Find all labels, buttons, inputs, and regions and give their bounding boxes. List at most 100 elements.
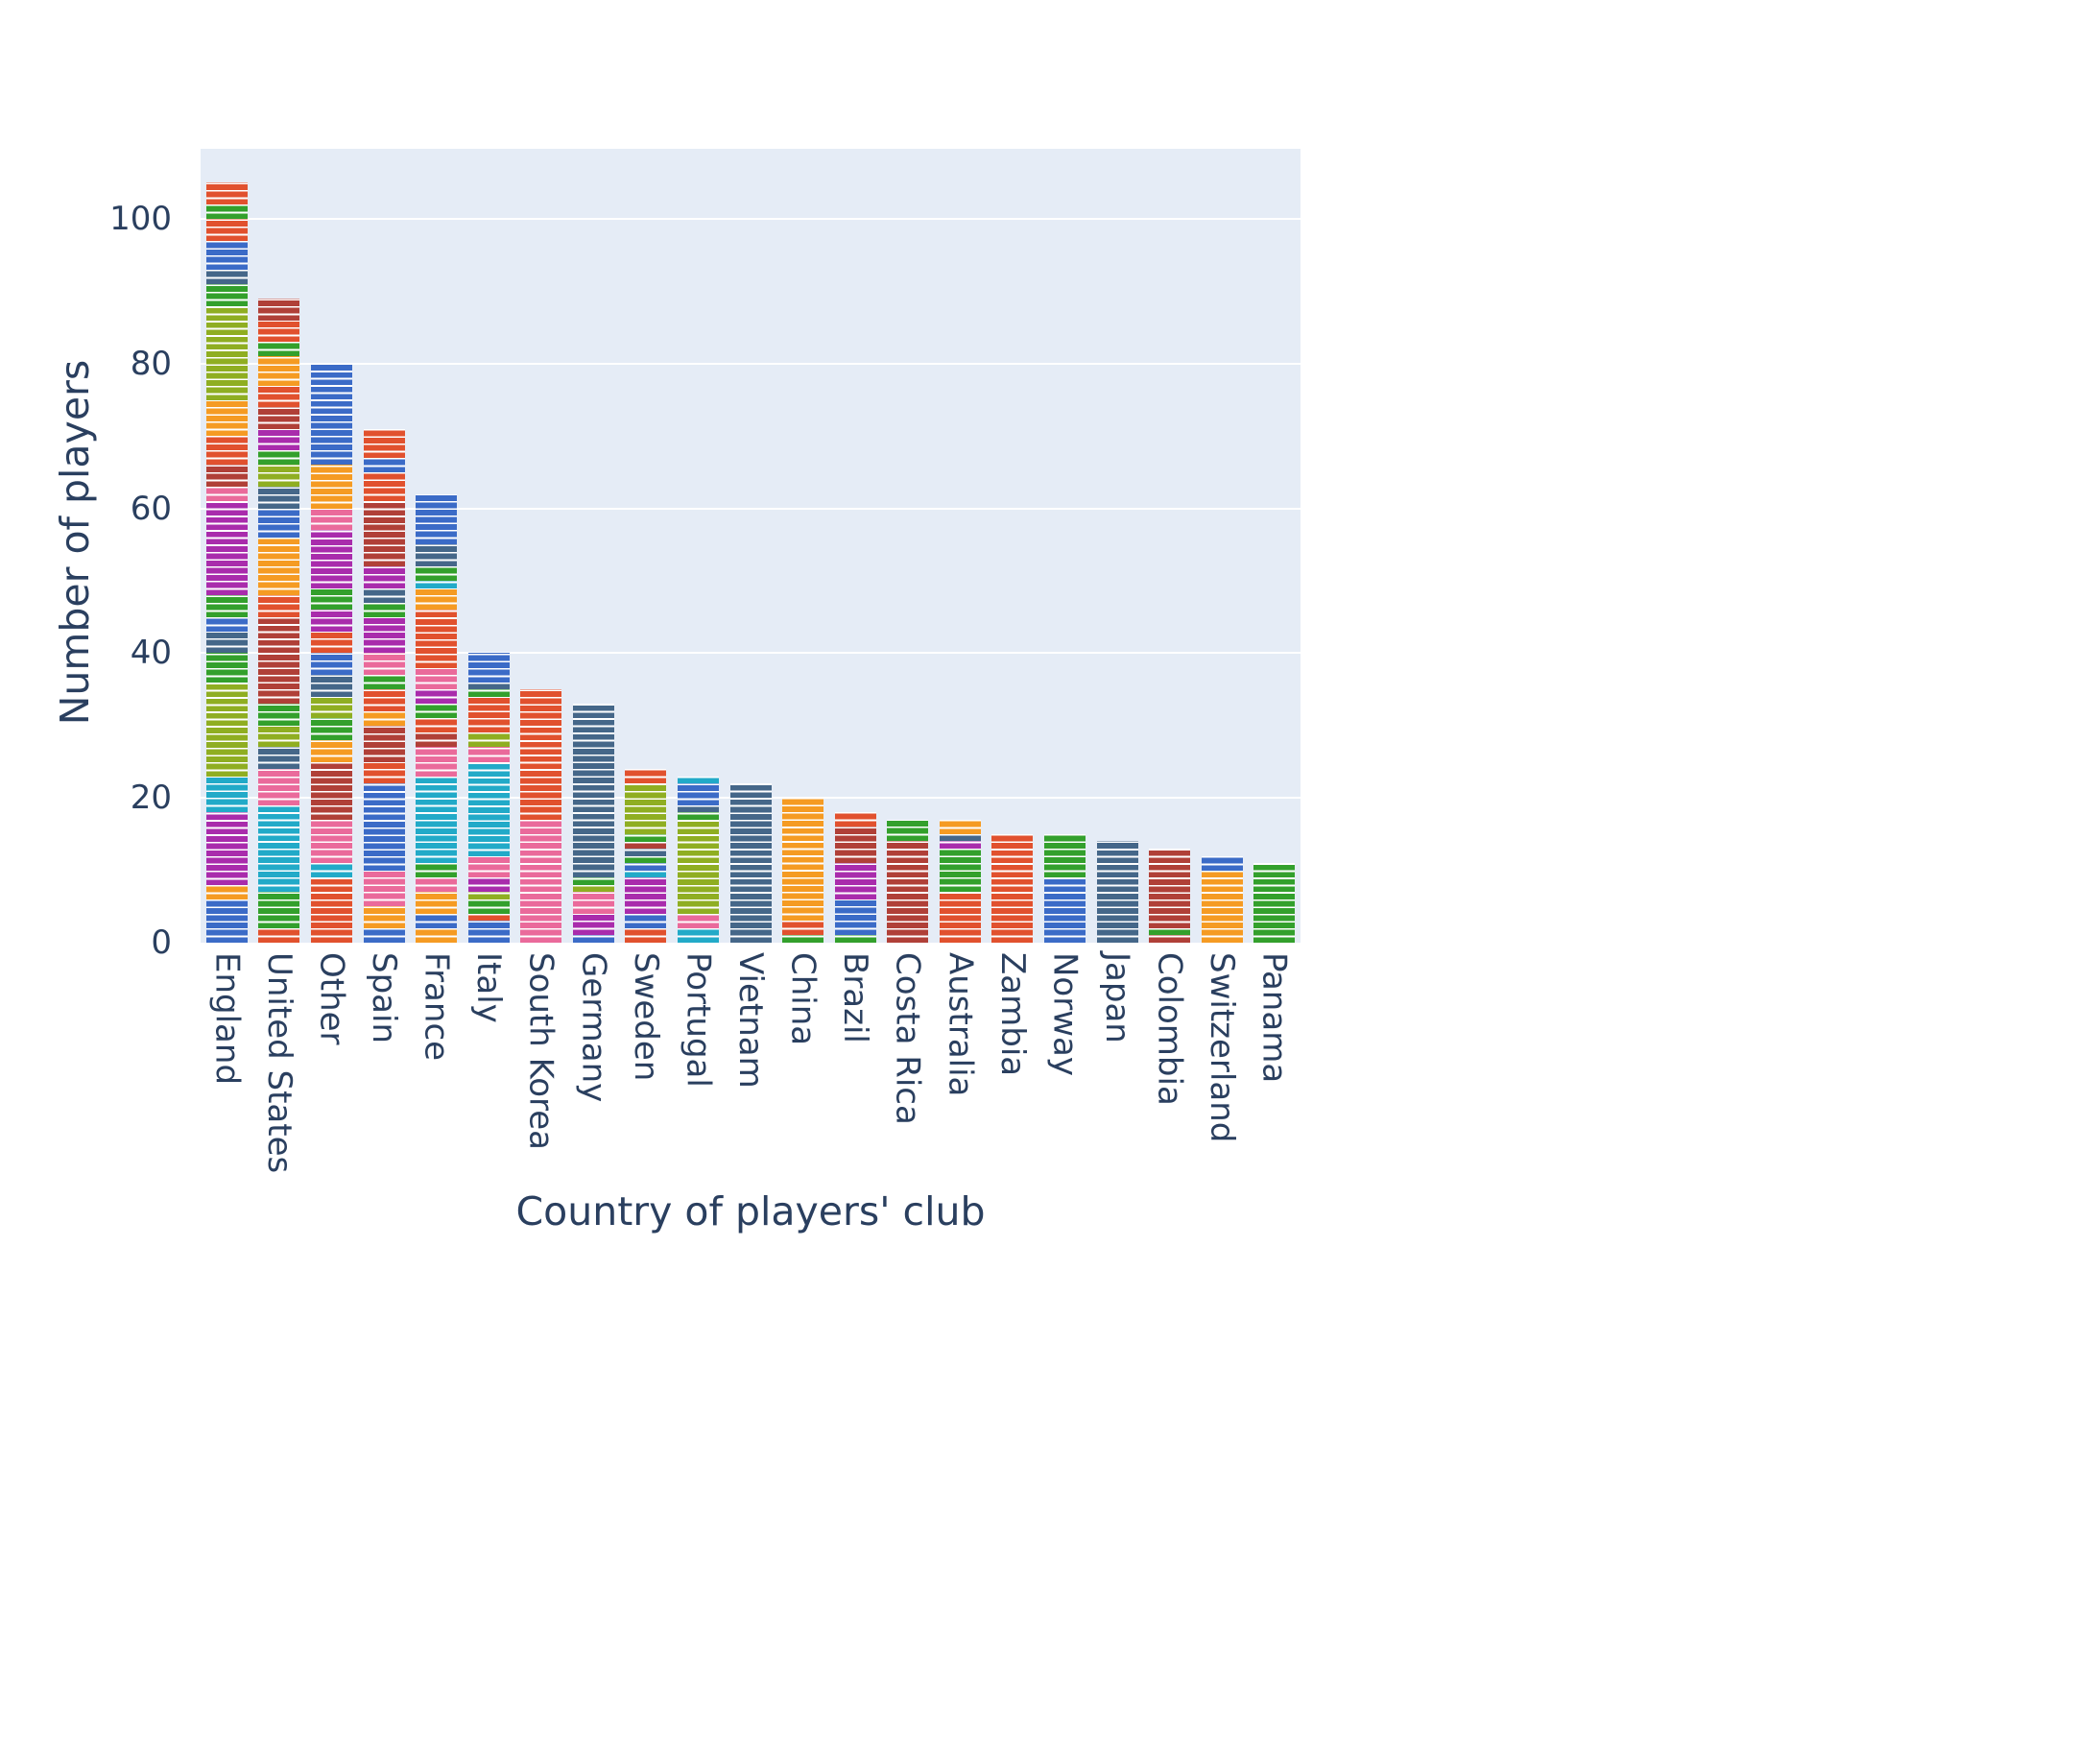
bar-italy [467,653,510,943]
bar-segment [258,320,300,343]
gridline-60 [201,507,1301,510]
bar-united-states [258,299,300,943]
bar-segment [205,631,248,654]
bar-segment [205,219,248,241]
bar-segment [625,870,667,878]
x-tick-label: Germany [574,952,613,1103]
bar-segment [258,725,300,748]
bar-switzerland [1201,855,1243,943]
bar-segment [363,566,405,588]
bar-segment [258,616,300,705]
gridline-40 [201,652,1301,655]
bar-portugal [677,776,719,943]
bar-segment [310,696,352,719]
bar-segment [677,819,719,914]
bar-england [205,182,248,943]
bar-segment [205,653,248,683]
bar-segment [467,899,510,914]
bar-segment [416,587,458,611]
bar-segment [310,508,352,531]
bar-segment [416,566,458,582]
bar-segment [572,877,614,885]
bar-segment [887,819,929,842]
bar-segment [205,283,248,306]
bar-segment [310,530,352,588]
bar-segment [363,675,405,690]
bar-segment [205,269,248,284]
bar-segment [310,877,352,943]
bar-segment [363,587,405,603]
bar-segment [625,863,667,871]
bar-segment [1201,870,1243,943]
x-tick-label: Italy [469,952,509,1023]
bar-segment [677,927,719,943]
bar-segment [467,855,510,878]
bar-segment [939,819,981,834]
x-tick-label: England [207,952,247,1086]
bar-segment [310,631,352,654]
bar-norway [1043,833,1086,943]
bar-germany [572,704,614,943]
plot-area [201,149,1301,943]
bar-other [310,363,352,943]
bar-segment [782,935,824,943]
bar-segment [310,739,352,762]
bar-segment [416,493,458,545]
bar-segment [625,833,667,842]
bar-segment [416,718,458,733]
bar-segment [363,783,405,871]
bar-segment [572,884,614,893]
bar-segment [416,927,458,943]
bar-segment [625,849,667,856]
bar-segment [205,501,248,596]
bar-segment [416,544,458,566]
bar-segment [939,892,981,943]
bar-segment [677,913,719,928]
bar-segment [834,827,876,864]
bar-segment [363,906,405,928]
bar-segment [258,487,300,509]
bar-segment [572,913,614,936]
bar-segment [310,675,352,697]
bar-segment [258,804,300,893]
bar-segment [416,610,458,668]
x-tick-label: Japan [1098,952,1136,1043]
bar-segment [363,457,405,473]
bar-segment [205,595,248,617]
x-axis-title: Country of players' club [515,1188,986,1235]
bar-brazil [834,812,876,943]
bar-segment [205,399,248,437]
bar-segment [258,342,300,357]
bar-segment [416,913,458,928]
bar-segment [205,812,248,885]
bar-segment [625,855,667,864]
y-tick-label: 40 [130,634,172,673]
bar-segment [1149,849,1191,928]
bar-segment [416,667,458,690]
bar-segment [939,841,981,849]
bar-segment [363,725,405,762]
bar-segment [205,305,248,400]
bar-segment [310,761,352,820]
bar-segment [363,653,405,676]
bar-segment [625,783,667,834]
x-tick-label: France [417,952,456,1062]
bar-segment [467,653,510,683]
x-tick-label: Australia [941,952,980,1097]
x-tick-label: China [783,952,823,1046]
bar-segment [363,761,405,784]
bar-segment [416,877,458,893]
bar-segment [310,653,352,676]
bar-segment [258,747,300,770]
bar-segment [1149,935,1191,943]
bar-segment [677,776,719,784]
bar-segment [416,704,458,719]
bar-segment [258,595,300,617]
bar-segment [205,884,248,899]
bar-segment [310,718,352,740]
bar-segment [467,682,510,690]
bar-segment [363,602,405,617]
bar-segment [467,696,510,733]
bar-segment [625,927,667,943]
bar-panama [1253,863,1296,943]
